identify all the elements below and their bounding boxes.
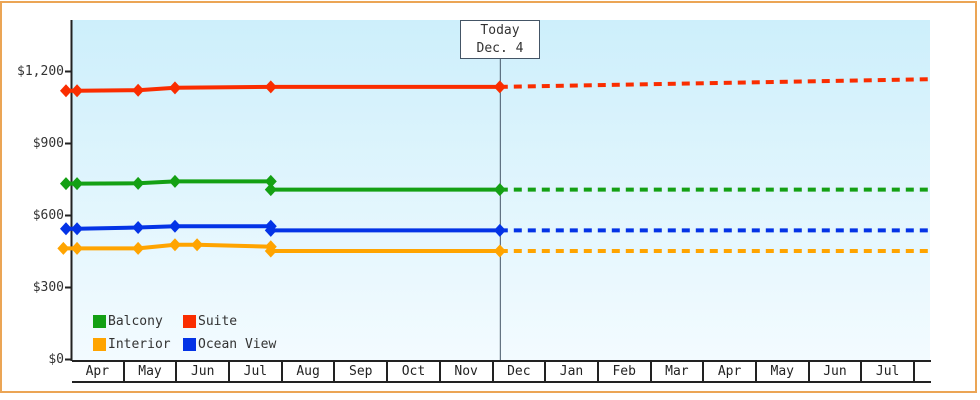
today-annotation-box: Today Dec. 4 bbox=[460, 20, 540, 59]
series-interior-marker bbox=[71, 241, 84, 255]
month-cell: Aug bbox=[283, 362, 336, 381]
series-balcony-marker bbox=[264, 174, 277, 188]
month-cell: Jul bbox=[230, 362, 283, 381]
month-cell: Mar bbox=[652, 362, 705, 381]
month-cell: May bbox=[125, 362, 178, 381]
series-balcony-line bbox=[66, 179, 500, 192]
series-interior-marker bbox=[132, 241, 145, 255]
series-balcony-marker bbox=[132, 176, 145, 190]
series-balcony-marker bbox=[264, 183, 277, 197]
legend-item-interior: Interior bbox=[93, 337, 183, 352]
series-ocean-view-marker bbox=[132, 221, 145, 234]
series-interior-marker bbox=[264, 244, 277, 258]
legend-label: Suite bbox=[198, 314, 238, 329]
month-cell: May bbox=[757, 362, 810, 381]
today-date: Dec. 4 bbox=[476, 41, 524, 56]
legend-swatch-icon bbox=[93, 338, 106, 351]
legend-label: Balcony bbox=[108, 314, 163, 329]
legend-label: Interior bbox=[108, 337, 171, 352]
month-cell: Apr bbox=[704, 362, 757, 381]
series-balcony-marker bbox=[493, 183, 506, 197]
y-axis-label: $0 bbox=[48, 351, 64, 367]
series-suite-marker bbox=[132, 83, 145, 97]
legend-row: Interior Ocean View bbox=[93, 333, 277, 356]
series-ocean-view-marker bbox=[59, 222, 72, 236]
y-axis-label: $300 bbox=[32, 279, 64, 295]
today-label: Today bbox=[480, 23, 520, 38]
series-interior-line bbox=[63, 242, 500, 253]
series-suite-marker bbox=[168, 81, 181, 95]
series-suite-line bbox=[66, 84, 500, 93]
chart-legend: Balcony Suite Interior Ocean View bbox=[93, 310, 277, 356]
month-cell: Apr bbox=[72, 362, 125, 381]
series-balcony-marker bbox=[71, 177, 84, 191]
series-suite-marker bbox=[59, 84, 72, 98]
series-ocean-view-line bbox=[66, 224, 500, 233]
series-ocean-view-marker bbox=[168, 219, 181, 233]
month-cell: Jun bbox=[177, 362, 231, 381]
series-ocean-view-marker bbox=[71, 222, 84, 236]
series-suite-marker bbox=[71, 84, 84, 98]
series-interior-marker bbox=[191, 238, 204, 252]
legend-item-suite: Suite bbox=[183, 314, 273, 329]
legend-swatch-icon bbox=[93, 315, 106, 328]
series-interior-marker bbox=[168, 238, 181, 252]
month-cell: Nov bbox=[441, 362, 494, 381]
legend-swatch-icon bbox=[183, 315, 196, 328]
month-cell: Sep bbox=[335, 362, 389, 381]
y-axis-label: $1,200 bbox=[17, 63, 64, 79]
y-axis-label: $900 bbox=[32, 135, 64, 151]
month-cell: Dec bbox=[494, 362, 547, 381]
series-ocean-view-marker bbox=[493, 223, 506, 237]
series-balcony-marker bbox=[59, 177, 72, 191]
legend-label: Ocean View bbox=[198, 337, 277, 352]
legend-item-balcony: Balcony bbox=[93, 314, 183, 329]
month-cell-partial bbox=[915, 362, 931, 381]
legend-item-ocean-view: Ocean View bbox=[183, 337, 277, 352]
x-axis-month-row: Apr May Jun Jul Aug Sep Oct Nov Dec Jan Feb Mar Apr M… bbox=[72, 360, 931, 383]
month-cell: Jul bbox=[862, 362, 915, 381]
series-suite-marker bbox=[493, 80, 506, 94]
series-interior-marker bbox=[493, 244, 506, 258]
month-cell: Jun bbox=[810, 362, 863, 381]
month-cell: Jan bbox=[546, 362, 599, 381]
series-interior-marker bbox=[57, 241, 70, 255]
series-suite-marker bbox=[264, 80, 277, 94]
legend-swatch-icon bbox=[183, 338, 196, 351]
month-cell: Feb bbox=[599, 362, 652, 381]
series-balcony-marker bbox=[168, 174, 181, 188]
series-suite-projection bbox=[499, 77, 930, 89]
month-cell: Oct bbox=[388, 362, 441, 381]
y-axis-label: $600 bbox=[32, 207, 64, 223]
legend-row: Balcony Suite bbox=[93, 310, 273, 333]
series-ocean-view-marker bbox=[264, 223, 277, 237]
